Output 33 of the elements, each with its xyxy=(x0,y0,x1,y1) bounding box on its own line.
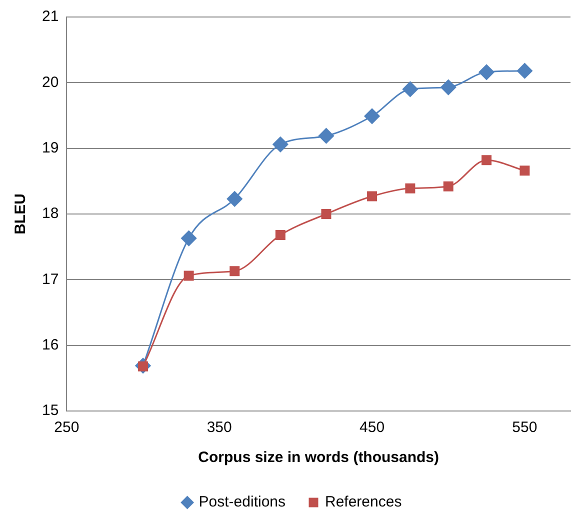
point xyxy=(402,81,418,97)
y-tick-label: 18 xyxy=(42,205,59,222)
x-tick-label: 450 xyxy=(360,419,385,436)
point xyxy=(516,63,532,79)
point xyxy=(184,270,194,281)
legend-label: Post-editions xyxy=(198,494,286,511)
point xyxy=(364,108,380,124)
y-tick-label: 15 xyxy=(42,402,59,420)
point xyxy=(440,80,456,96)
point xyxy=(367,191,378,202)
point xyxy=(318,128,334,144)
x-tick-label: 350 xyxy=(206,419,232,436)
point xyxy=(272,136,288,152)
y-tick-label: 19 xyxy=(42,139,59,156)
legend-label: References xyxy=(325,494,402,511)
point xyxy=(482,155,492,166)
x-tick-label: 550 xyxy=(512,419,538,436)
point xyxy=(405,183,416,194)
x-axis-title: Corpus size in words (thousands) xyxy=(198,449,440,466)
x-tick-label: 250 xyxy=(54,419,80,436)
point xyxy=(275,230,286,240)
point xyxy=(226,191,242,207)
y-tick-label: 17 xyxy=(42,270,59,288)
point xyxy=(478,64,494,80)
y-tick-label: 21 xyxy=(42,8,59,26)
point xyxy=(321,209,332,219)
point xyxy=(520,166,530,176)
y-tick-label: 20 xyxy=(42,74,59,91)
point xyxy=(230,266,240,276)
point xyxy=(443,181,454,192)
point xyxy=(181,230,197,246)
y-tick-label: 16 xyxy=(42,336,59,354)
y-axis-title: BLEU xyxy=(12,194,30,234)
